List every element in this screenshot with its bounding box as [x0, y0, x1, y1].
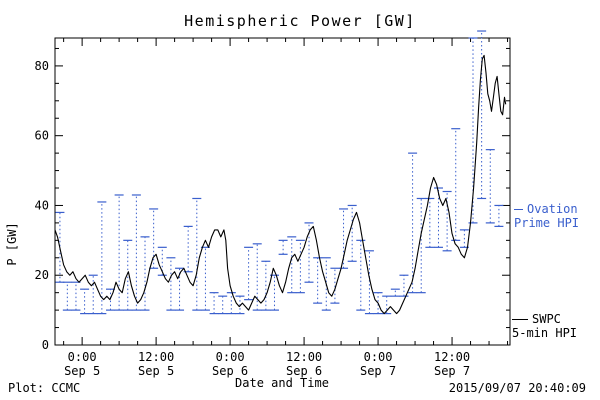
legend-ovation-line1: Ovation — [527, 202, 578, 216]
ovation-series — [55, 30, 504, 315]
legend-swpc: SWPC 5-min HPI — [512, 312, 577, 340]
plot-source-label: Plot: CCMC — [8, 381, 81, 395]
timestamp-label: 2015/09/07 20:40:09 — [448, 381, 586, 395]
x-tick-label: 12:00 Sep 5 — [138, 350, 174, 378]
x-tick-label: 12:00 Sep 6 — [286, 350, 322, 378]
y-tick-label: 40 — [35, 198, 49, 212]
legend-ovation: Ovation Prime HPI — [514, 202, 579, 230]
chart-title: Hemispheric Power [GW] — [184, 12, 416, 30]
x-tick-label: 12:00 Sep 7 — [434, 350, 470, 378]
y-tick-labels: 0 20 40 60 80 — [35, 59, 49, 352]
y-tick-label: 0 — [42, 338, 49, 352]
x-tick-label: 0:00 Sep 5 — [64, 350, 100, 378]
legend-swpc-line2: 5-min HPI — [512, 326, 578, 340]
x-tick-label: 0:00 Sep 7 — [360, 350, 396, 378]
swpc-series — [54, 54, 507, 315]
ovation-line-sample — [514, 209, 523, 210]
legend-swpc-line1: SWPC — [532, 312, 561, 326]
y-tick-label: 80 — [35, 59, 49, 73]
y-axis-label: P [GW] — [5, 222, 19, 265]
legend-ovation-line2: Prime HPI — [514, 216, 580, 230]
x-axis-label: Date and Time — [235, 376, 329, 390]
x-tick-labels: 0:00 Sep 5 12:00 Sep 5 0:00 Sep 6 12:00 Sep 6 0:… — [64, 350, 470, 378]
x-tick-label: 0:00 Sep 6 — [212, 350, 248, 378]
y-tick-label: 20 — [35, 268, 49, 282]
axis-frame — [54, 37, 511, 346]
axis-ticks — [55, 38, 510, 346]
y-tick-label: 60 — [35, 129, 49, 143]
swpc-line-sample — [512, 319, 528, 320]
y-axis-title: P [GW] — [5, 222, 19, 265]
